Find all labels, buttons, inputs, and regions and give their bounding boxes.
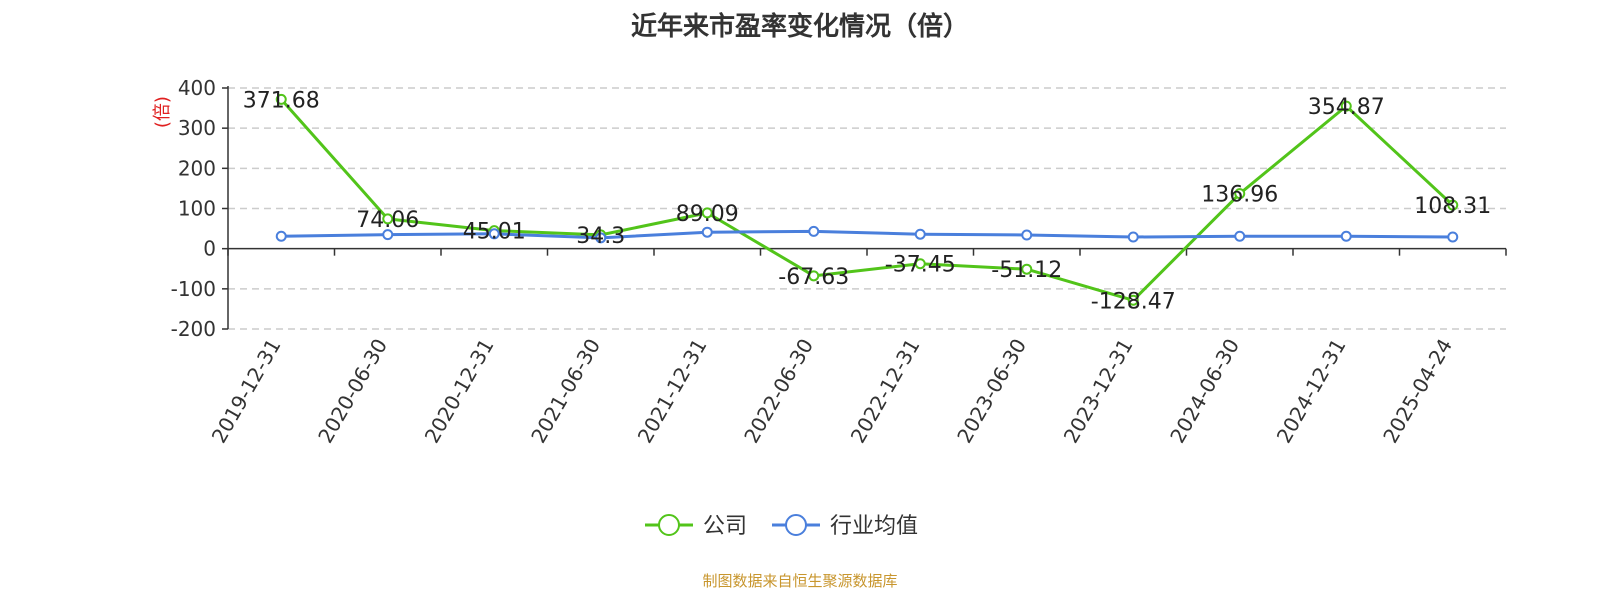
data-label: 45.01 xyxy=(463,220,526,245)
data-label: 371.68 xyxy=(243,88,320,113)
data-point xyxy=(488,228,500,240)
data-label: 108.31 xyxy=(1414,194,1491,219)
source-note: 制图数据来自恒生聚源数据库 xyxy=(702,572,898,590)
data-point xyxy=(1447,199,1459,211)
legend: 公司 行业均值 xyxy=(645,514,918,539)
data-point xyxy=(1234,188,1246,200)
data-point xyxy=(1021,263,1033,275)
data-point xyxy=(595,232,607,244)
x-tick-label: 2024-06-30 xyxy=(1165,335,1244,448)
data-point xyxy=(701,226,713,238)
y-tick-label: 300 xyxy=(178,116,216,140)
legend-label: 行业均值 xyxy=(830,514,918,539)
y-tick-label: -200 xyxy=(171,317,216,341)
data-label: -67.63 xyxy=(778,265,849,290)
x-tick-label: 2021-06-30 xyxy=(526,335,605,448)
data-label: -51.12 xyxy=(991,258,1062,283)
data-point xyxy=(382,229,394,241)
x-tick-label: 2021-12-31 xyxy=(633,335,712,448)
y-tick-label: -100 xyxy=(171,277,216,301)
x-tick-label: 2020-06-30 xyxy=(313,335,392,448)
data-point xyxy=(275,93,287,105)
x-tick-label: 2024-12-31 xyxy=(1272,335,1351,448)
x-tick-label: 2023-12-31 xyxy=(1059,335,1138,448)
chart-title: 近年来市盈率变化情况（倍） xyxy=(630,12,969,42)
x-tick-label: 2025-04-24 xyxy=(1378,335,1457,448)
y-axis-label: (倍) xyxy=(152,96,173,128)
data-label: -128.47 xyxy=(1091,289,1176,314)
x-tick-label: 2020-12-31 xyxy=(420,335,499,448)
data-point xyxy=(1340,230,1352,242)
y-tick-label: 0 xyxy=(203,237,216,261)
legend-marker xyxy=(785,514,807,536)
x-tick-label: 2022-12-31 xyxy=(846,335,925,448)
series-line-0 xyxy=(280,98,1454,302)
data-label: 89.09 xyxy=(676,202,739,227)
data-point xyxy=(1127,294,1139,306)
data-label: 136.96 xyxy=(1201,183,1278,208)
legend-label: 公司 xyxy=(703,514,747,539)
data-label: 34.3 xyxy=(576,224,625,249)
data-point xyxy=(701,207,713,219)
data-point xyxy=(914,258,926,270)
y-tick-label: 400 xyxy=(178,76,216,100)
x-tick-label: 2019-12-31 xyxy=(207,335,286,448)
data-point xyxy=(808,225,820,237)
data-point xyxy=(1021,229,1033,241)
legend-marker xyxy=(658,514,680,536)
y-tick-label: 200 xyxy=(178,156,216,180)
data-labels: 371.68 74.06 45.01 34.3 89.09 -67.63 -37.45 -51… xyxy=(243,88,1491,314)
axes: 400 300 200 100 0 -100 -200 (倍) 2019-12-31 2020-0… xyxy=(152,76,1507,448)
series xyxy=(275,93,1459,306)
x-tick-label: 2022-06-30 xyxy=(739,335,818,448)
data-label: 74.06 xyxy=(356,208,419,233)
x-tick-label: 2023-06-30 xyxy=(952,335,1031,448)
series-line-1 xyxy=(281,229,1453,240)
data-point xyxy=(808,270,820,282)
data-label: -37.45 xyxy=(885,253,956,278)
y-tick-label: 100 xyxy=(178,197,216,221)
data-label: 354.87 xyxy=(1308,95,1385,120)
data-point xyxy=(275,230,287,242)
data-point xyxy=(1234,230,1246,242)
data-point xyxy=(914,228,926,240)
data-point xyxy=(1127,231,1139,243)
data-point xyxy=(382,213,394,225)
grid-lines xyxy=(228,87,1506,330)
data-point xyxy=(1447,231,1459,243)
data-point xyxy=(1340,100,1352,112)
